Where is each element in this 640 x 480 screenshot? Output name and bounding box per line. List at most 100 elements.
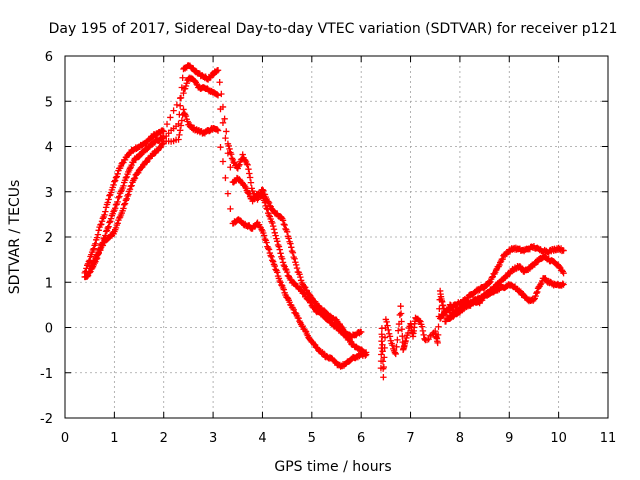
data-point bbox=[114, 220, 121, 227]
data-point bbox=[106, 219, 113, 226]
data-point bbox=[121, 201, 128, 208]
data-point bbox=[271, 229, 278, 237]
data-point bbox=[216, 79, 223, 86]
data-point bbox=[402, 337, 409, 345]
data-point bbox=[259, 186, 266, 193]
data-point bbox=[114, 170, 121, 177]
data-point bbox=[177, 94, 185, 101]
data-point bbox=[268, 253, 275, 261]
data-points bbox=[81, 62, 567, 381]
data-point bbox=[227, 164, 234, 171]
data-point bbox=[383, 318, 390, 326]
x-tick-label: 9 bbox=[505, 431, 513, 446]
data-point bbox=[293, 264, 301, 272]
series-2 bbox=[86, 106, 370, 370]
x-tick-label: 0 bbox=[61, 431, 69, 446]
data-point bbox=[246, 170, 253, 177]
data-point bbox=[243, 160, 251, 168]
data-point bbox=[403, 334, 410, 342]
data-point bbox=[285, 235, 292, 242]
data-point bbox=[269, 222, 277, 230]
data-point bbox=[397, 303, 404, 310]
data-point bbox=[124, 192, 131, 200]
data-point bbox=[175, 136, 182, 143]
data-point bbox=[105, 196, 112, 203]
data-point bbox=[393, 343, 400, 351]
data-point bbox=[277, 250, 284, 257]
data-point bbox=[486, 279, 493, 286]
data-point bbox=[379, 358, 387, 365]
data-point bbox=[537, 281, 544, 288]
data-point bbox=[110, 181, 117, 189]
data-point bbox=[221, 115, 228, 123]
data-point bbox=[219, 119, 227, 127]
data-point bbox=[386, 333, 394, 340]
data-point bbox=[163, 120, 171, 128]
data-point bbox=[182, 112, 190, 120]
data-point bbox=[214, 127, 222, 134]
data-point bbox=[266, 202, 274, 209]
data-point bbox=[362, 352, 369, 359]
data-point bbox=[110, 208, 117, 215]
data-point bbox=[246, 174, 254, 181]
data-point bbox=[295, 315, 302, 322]
data-point bbox=[183, 80, 190, 87]
data-point bbox=[107, 215, 115, 222]
data-point bbox=[214, 126, 221, 133]
x-tick-label: 5 bbox=[308, 431, 316, 446]
data-point bbox=[176, 102, 184, 109]
data-point bbox=[488, 274, 496, 281]
data-point bbox=[362, 351, 370, 358]
data-point bbox=[265, 244, 272, 252]
data-point bbox=[283, 268, 291, 276]
data-point bbox=[116, 193, 123, 200]
y-tick-label: 0 bbox=[45, 322, 53, 337]
data-point bbox=[98, 221, 105, 228]
x-tick-label: 2 bbox=[160, 431, 168, 446]
data-point bbox=[532, 292, 539, 300]
data-point bbox=[533, 289, 540, 297]
data-point bbox=[380, 363, 388, 371]
data-point bbox=[419, 327, 427, 335]
data-point bbox=[280, 221, 288, 228]
data-point bbox=[283, 228, 291, 236]
data-point bbox=[90, 245, 97, 252]
data-point bbox=[260, 232, 268, 239]
x-tick-label: 6 bbox=[357, 431, 365, 446]
data-point bbox=[123, 195, 130, 203]
data-point bbox=[275, 243, 283, 250]
data-point bbox=[223, 128, 230, 135]
data-point bbox=[260, 187, 267, 194]
data-point bbox=[530, 296, 538, 303]
data-point bbox=[130, 175, 138, 182]
x-tick-label: 8 bbox=[456, 431, 464, 446]
data-point bbox=[280, 286, 288, 293]
data-point bbox=[418, 323, 426, 330]
data-point bbox=[385, 326, 392, 334]
data-point bbox=[178, 117, 186, 124]
x-tick-label: 4 bbox=[258, 431, 266, 446]
data-point bbox=[93, 234, 101, 241]
data-point bbox=[357, 328, 365, 336]
data-point bbox=[219, 158, 227, 165]
data-point bbox=[397, 310, 405, 317]
data-point bbox=[95, 227, 102, 234]
data-point bbox=[214, 92, 222, 99]
data-point bbox=[90, 258, 97, 265]
data-point bbox=[111, 177, 119, 184]
data-point bbox=[97, 246, 104, 254]
data-point bbox=[120, 205, 127, 212]
data-point bbox=[222, 174, 229, 182]
data-point bbox=[338, 323, 345, 331]
data-point bbox=[381, 334, 389, 341]
data-point bbox=[104, 199, 111, 206]
data-point bbox=[222, 134, 229, 142]
data-point bbox=[105, 223, 112, 230]
data-point bbox=[396, 311, 404, 319]
x-tick-label: 1 bbox=[110, 431, 118, 446]
data-point bbox=[258, 226, 265, 233]
plot-frame bbox=[64, 55, 609, 419]
data-point bbox=[378, 333, 386, 341]
data-point bbox=[434, 331, 442, 339]
data-point bbox=[261, 235, 269, 243]
